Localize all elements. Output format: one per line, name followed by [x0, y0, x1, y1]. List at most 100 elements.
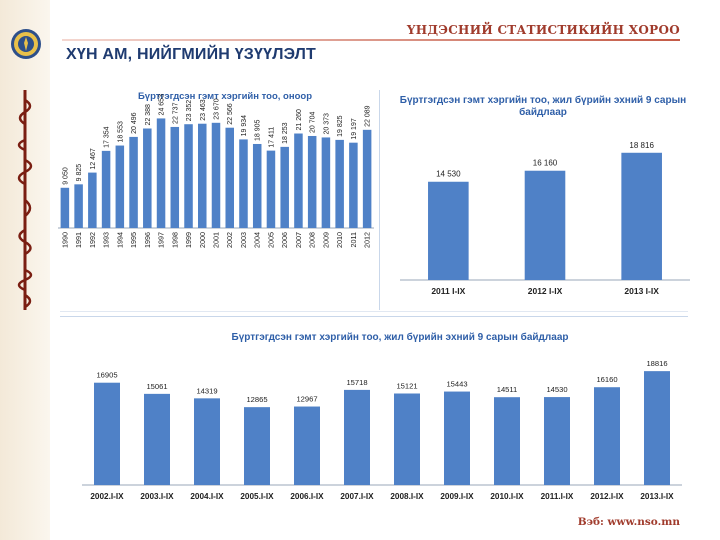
data-label: 21 260 — [296, 109, 303, 131]
bar-2010 — [335, 139, 344, 228]
tick-label: 2008 — [308, 232, 317, 248]
bar-2006 — [280, 146, 289, 228]
data-label: 14319 — [196, 386, 217, 395]
organization-name: ҮНДЭСНИЙ СТАТИСТИКИЙН ХОРОО — [406, 23, 680, 37]
bar-2002.I-IX — [94, 382, 120, 485]
tick-label: 2007.I-IX — [340, 492, 374, 501]
tick-label: 2004.I-IX — [190, 492, 224, 501]
bar-2006.I-IX — [294, 406, 320, 485]
tick-label: 1995 — [129, 232, 138, 248]
bar-2004 — [252, 143, 262, 228]
bar-2002 — [225, 127, 234, 228]
bar-2011.I-IX — [544, 397, 570, 485]
bar-1992 — [88, 172, 97, 228]
data-label: 14530 — [546, 385, 567, 394]
tick-label: 2006 — [280, 232, 289, 248]
chart-annual: 9 050 1990 9 825 1991 12 467 1992 17 354 1993 18… — [58, 94, 374, 248]
tick-label: 2004 — [253, 232, 262, 248]
bar-2005.I-IX — [244, 407, 270, 485]
bar-2007.I-IX — [344, 389, 370, 485]
horizontal-divider-light — [60, 311, 688, 312]
bar-2012 — [362, 129, 372, 228]
data-label: 18 553 — [117, 121, 124, 143]
data-label: 22 566 — [227, 103, 234, 125]
data-label: 20 496 — [131, 112, 138, 134]
tick-label: 2009 — [321, 232, 330, 248]
data-label: 23 670 — [214, 98, 221, 120]
data-label: 20 373 — [323, 113, 330, 135]
bar-1999 — [184, 124, 193, 228]
tick-label: 1998 — [170, 232, 179, 248]
data-label: 16905 — [96, 371, 117, 380]
bar-2011 I-IX — [428, 181, 469, 280]
bar-2000 — [198, 123, 207, 228]
tick-label: 2003.I-IX — [140, 492, 174, 501]
data-label: 17 411 — [268, 127, 275, 148]
chart-ninemonth: 16905 2002.I-IX 15061 2003.I-IX 14319 2004.I-… — [82, 359, 682, 501]
data-label: 15718 — [346, 378, 367, 387]
bar-2013 I-IX — [621, 152, 662, 280]
bar-2012.I-IX — [594, 387, 620, 485]
chart-recent: 14 530 2011 I-IX 16 160 2012 I-IX 18 816 2013… — [400, 141, 690, 296]
data-label: 20 704 — [310, 111, 317, 133]
chart-ninemonth-title: Бүртгэгдсэн гэмт хэргийн тоо, жил бүрийн… — [231, 332, 569, 343]
data-label: 15443 — [446, 380, 467, 389]
data-label: 16160 — [596, 375, 617, 384]
state-emblem-icon — [11, 29, 41, 59]
data-label: 22 089 — [365, 105, 372, 127]
bar-2009.I-IX — [444, 391, 470, 485]
data-label: 22 388 — [145, 104, 152, 126]
bar-1998 — [170, 126, 180, 228]
tick-label: 2011 — [349, 232, 358, 247]
tick-label: 2011 I-IX — [431, 286, 465, 296]
data-label: 15061 — [146, 382, 167, 391]
data-label: 14511 — [497, 385, 518, 394]
tick-label: 1991 — [74, 232, 83, 248]
tick-label: 2013.I-IX — [640, 492, 674, 501]
tick-label: 2010 — [335, 232, 344, 248]
bar-1995 — [129, 136, 138, 228]
tick-label: 2008.I-IX — [390, 492, 424, 501]
data-label: 24 653 — [159, 94, 166, 116]
data-label: 15121 — [396, 381, 417, 390]
bar-2008.I-IX — [394, 393, 420, 485]
website-link[interactable]: Вэб: www.nso.mn — [577, 516, 680, 528]
data-label: 14 530 — [436, 170, 461, 179]
tick-label: 2011.I-IX — [541, 492, 574, 501]
mongolian-script-decoration — [17, 90, 33, 310]
tick-label: 1993 — [102, 232, 111, 248]
tick-label: 1992 — [88, 232, 97, 248]
tick-label: 2006.I-IX — [290, 492, 324, 501]
tick-label: 2012.I-IX — [590, 492, 624, 501]
tick-label: 2005 — [266, 232, 275, 248]
data-label: 18 816 — [629, 141, 654, 150]
tick-label: 2002.I-IX — [90, 492, 124, 501]
bar-2007 — [294, 133, 303, 228]
data-label: 18816 — [646, 359, 667, 368]
chart-annual-title: Бүртгэгдсэн гэмт хэргийн тоо, оноор — [137, 91, 313, 102]
tick-label: 2010.I-IX — [490, 492, 524, 501]
bar-1991 — [74, 184, 83, 228]
tick-label: 2012 — [363, 232, 372, 248]
data-label: 23 352 — [186, 100, 193, 122]
data-label: 9 050 — [62, 167, 69, 185]
bar-1997 — [156, 118, 166, 228]
bar-2010.I-IX — [494, 397, 520, 485]
tick-label: 2001 — [212, 232, 221, 248]
bar-2012 I-IX — [524, 170, 566, 280]
data-label: 18 253 — [282, 122, 289, 144]
tick-label: 1999 — [184, 232, 193, 248]
tick-label: 2012 I-IX — [528, 286, 563, 296]
bar-2001 — [211, 122, 221, 228]
tick-label: 2005.I-IX — [240, 492, 274, 501]
bar-2011 — [349, 142, 358, 228]
tick-label: 2000 — [198, 232, 207, 248]
tick-label: 1994 — [115, 232, 124, 248]
tick-label: 1997 — [157, 232, 166, 248]
data-label: 19 197 — [351, 118, 358, 140]
data-label: 18 905 — [255, 119, 262, 141]
data-label: 9 825 — [76, 164, 83, 182]
bar-1990 — [60, 187, 70, 228]
data-label: 12865 — [246, 395, 267, 404]
data-label: 19 934 — [241, 115, 248, 137]
